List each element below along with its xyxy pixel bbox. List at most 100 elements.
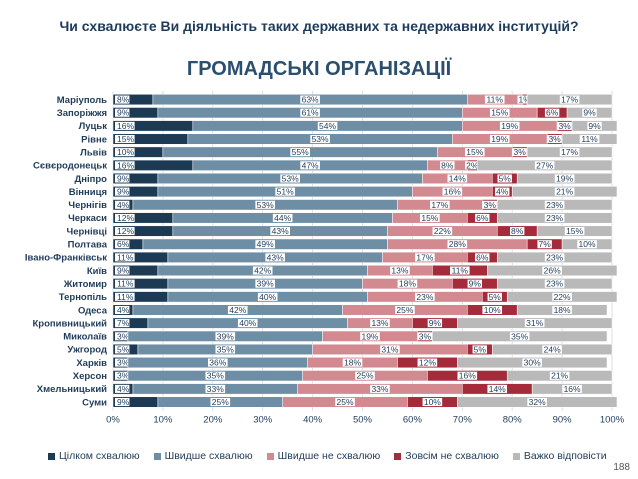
legend-item-rather-disapprove: Швидше не схвалюю	[266, 450, 380, 462]
value-label-bg	[115, 240, 130, 249]
category-label: Харків	[76, 358, 107, 369]
value-label-bg	[465, 161, 480, 170]
value-label: 21%	[551, 371, 568, 381]
legend-swatch	[266, 452, 274, 460]
value-label: 25%	[212, 397, 229, 407]
category-label: Черкаси	[68, 213, 107, 224]
value-label-bg	[440, 161, 455, 170]
value-label-bg	[544, 279, 565, 288]
value-label-bg	[517, 95, 532, 104]
value-label-bg	[370, 319, 390, 328]
value-label-bg	[544, 200, 565, 209]
value-label: 18%	[554, 305, 571, 315]
value-label-bg	[272, 213, 293, 222]
value-label-bg	[544, 108, 560, 117]
value-label: 61%	[302, 108, 319, 118]
x-tick-label: 10%	[153, 415, 173, 426]
value-label-bg	[475, 213, 490, 222]
value-label-bg	[420, 213, 440, 222]
value-label-bg	[205, 371, 226, 380]
value-label-bg	[432, 227, 453, 236]
value-label: 36%	[209, 358, 226, 368]
value-label-bg	[215, 345, 236, 354]
value-label-bg	[280, 174, 300, 183]
category-label: Житомир	[63, 279, 107, 290]
value-label-bg	[210, 397, 231, 407]
value-label: 19%	[556, 173, 573, 183]
value-label: 14%	[489, 384, 506, 394]
value-label-bg	[447, 240, 468, 249]
value-label-bg	[380, 345, 400, 354]
category-label: Херсон	[73, 371, 108, 382]
value-label: 63%	[302, 95, 319, 105]
value-label: 43%	[272, 226, 289, 236]
value-label-bg	[559, 95, 580, 104]
value-label: 9%	[117, 108, 130, 118]
x-tick-label: 80%	[503, 415, 523, 426]
value-label-bg	[559, 148, 580, 157]
value-label-bg	[290, 148, 310, 157]
value-label: 9%	[469, 279, 482, 289]
value-label: 15%	[421, 213, 438, 223]
value-label: 11%	[487, 95, 504, 105]
value-label: 23%	[546, 252, 563, 262]
legend-label: Зовсім не схвалюю	[405, 450, 499, 462]
legend-item-hard-to-say: Важко відповісти	[512, 450, 607, 462]
value-label-bg	[207, 358, 228, 367]
value-label-bg	[427, 319, 443, 328]
value-label: 55%	[292, 147, 309, 157]
value-label: 3%	[484, 200, 497, 210]
value-label: 4%	[117, 305, 130, 315]
value-label: 17%	[431, 200, 448, 210]
value-label: 9%	[117, 173, 130, 183]
category-label: Дніпро	[75, 174, 108, 185]
value-label: 6%	[117, 239, 130, 249]
category-label: Чернівці	[67, 226, 107, 237]
question-title: Чи схвалюєте Ви діяльність таких державн…	[59, 18, 579, 34]
value-label: 4%	[496, 187, 509, 197]
value-label: 15%	[566, 226, 583, 236]
value-label: 13%	[371, 318, 388, 328]
value-label-bg	[255, 279, 275, 288]
value-label: 53%	[312, 134, 329, 144]
value-label: 25%	[356, 371, 373, 381]
value-label: 54%	[319, 121, 336, 131]
value-label-bg	[495, 187, 510, 196]
value-label: 42%	[254, 266, 271, 276]
value-label: 27%	[536, 160, 553, 170]
category-label: Маріуполь	[57, 95, 107, 106]
value-label-bg	[115, 332, 130, 341]
value-label: 19%	[361, 331, 378, 341]
value-label: 53%	[282, 173, 299, 183]
value-label-bg	[509, 227, 525, 236]
value-label: 19%	[491, 134, 508, 144]
value-label-bg	[509, 332, 530, 341]
legend-swatch	[512, 452, 520, 460]
value-label: 18%	[344, 358, 361, 368]
value-label: 3%	[419, 331, 432, 341]
value-label: 17%	[416, 252, 433, 262]
value-label-bg	[115, 384, 130, 393]
value-label: 53%	[257, 200, 274, 210]
value-label-bg	[115, 371, 130, 380]
value-label-bg	[537, 240, 552, 249]
value-label: 5%	[489, 292, 502, 302]
value-label: 15%	[491, 108, 508, 118]
value-label-bg	[542, 345, 562, 354]
value-label: 5%	[499, 173, 512, 183]
value-label-bg	[115, 174, 130, 183]
value-label: 31%	[381, 344, 398, 354]
value-label-bg	[115, 292, 135, 301]
value-label: 9%	[588, 121, 601, 131]
value-label: 23%	[546, 213, 563, 223]
value-label: 18%	[399, 279, 416, 289]
value-label-bg	[317, 121, 338, 130]
value-label: 16%	[564, 384, 581, 394]
value-label: 11%	[117, 292, 134, 302]
value-label-bg	[370, 384, 390, 393]
value-label: 3%	[117, 358, 130, 368]
value-label-bg	[415, 253, 435, 262]
value-label-bg	[554, 174, 575, 183]
value-label: 47%	[302, 160, 319, 170]
value-label: 23%	[416, 292, 433, 302]
